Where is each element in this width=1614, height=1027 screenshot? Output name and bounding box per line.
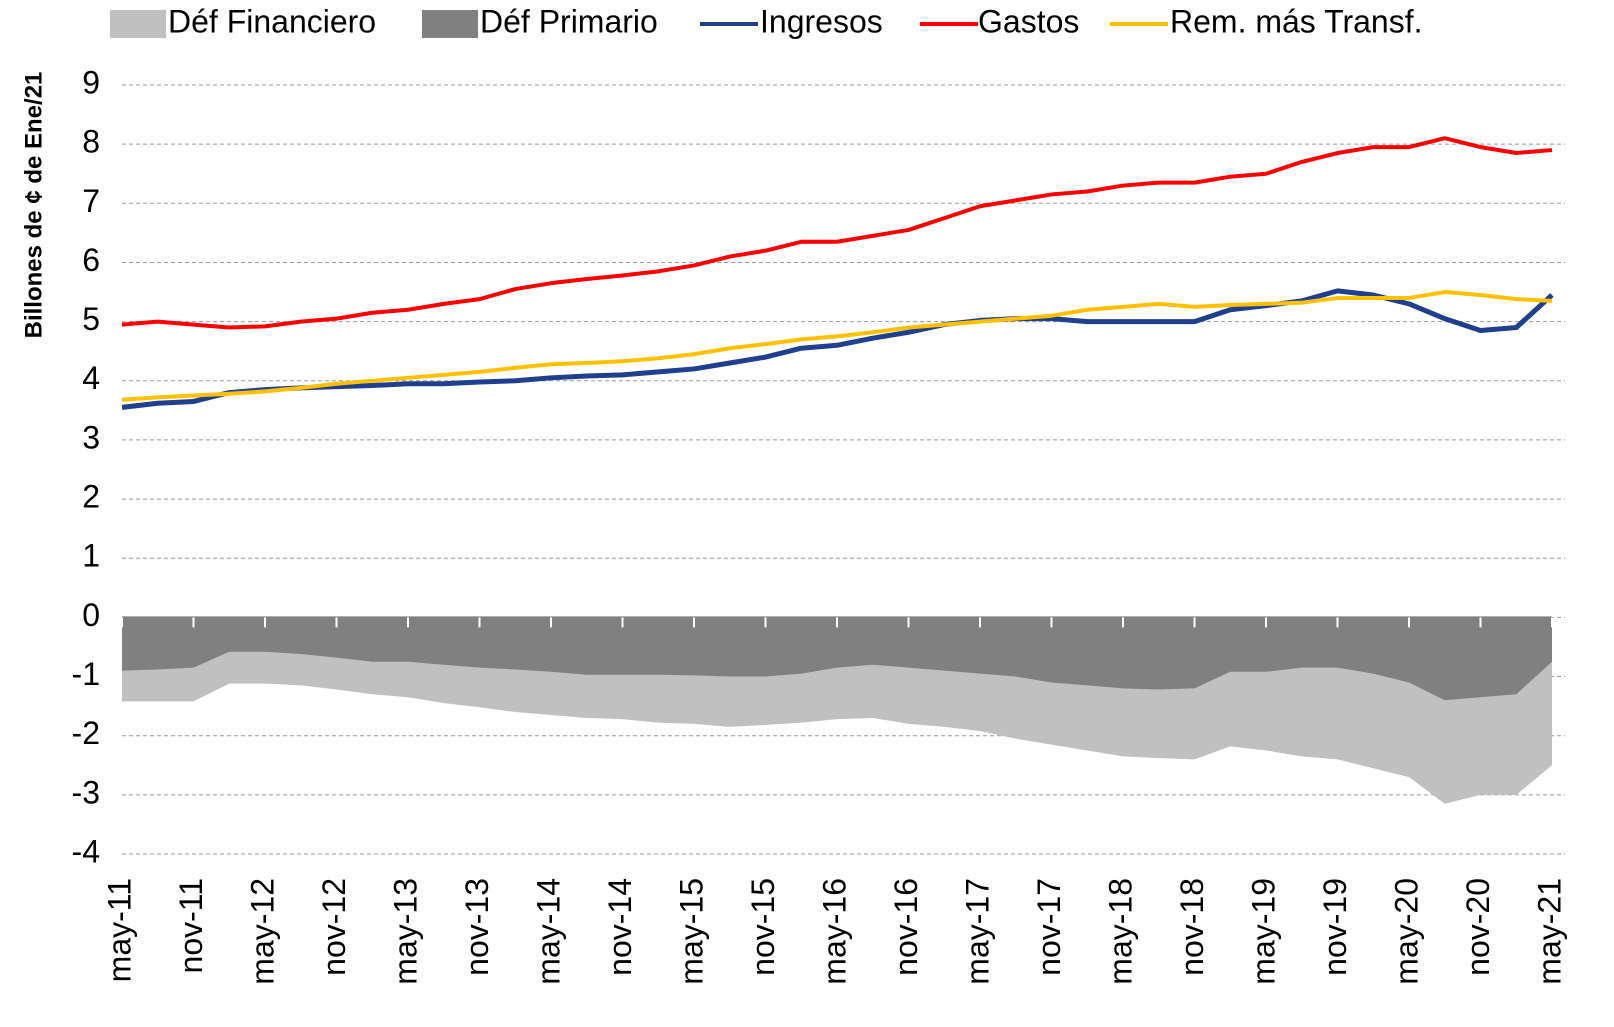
- x-tick-label: nov-15: [745, 878, 781, 976]
- line: [121, 288, 1554, 410]
- x-tick-label: may-19: [1245, 878, 1281, 985]
- legend-swatch: [422, 10, 478, 38]
- x-tick-label: nov-16: [888, 878, 924, 976]
- x-tick-label: may-11: [101, 878, 137, 982]
- y-tick-label: -2: [72, 715, 100, 751]
- legend-label: Déf Primario: [480, 3, 658, 39]
- x-tick-label: may-17: [959, 878, 995, 985]
- y-axis-label: Billones de ¢ de Ene/21: [20, 72, 47, 339]
- x-tick-label: may-12: [244, 878, 280, 985]
- legend-label: Rem. más Transf.: [1170, 3, 1423, 39]
- x-tick-label: nov-12: [316, 878, 352, 976]
- x-tick-label: may-15: [673, 878, 709, 985]
- x-tick-label: nov-17: [1031, 878, 1067, 976]
- legend-label: Ingresos: [760, 3, 883, 39]
- x-tick-label: nov-20: [1460, 878, 1496, 976]
- y-tick-label: 0: [82, 597, 100, 633]
- line: [121, 136, 1553, 330]
- area: [122, 617, 1552, 701]
- legend-label: Gastos: [978, 3, 1079, 39]
- y-tick-label: -4: [72, 833, 100, 869]
- x-tick-label: nov-13: [459, 878, 495, 976]
- line: [121, 290, 1553, 402]
- y-tick-label: -3: [72, 774, 100, 810]
- x-tick-label: nov-19: [1317, 878, 1353, 976]
- x-tick-label: may-21: [1531, 878, 1567, 985]
- x-tick-label: may-13: [387, 878, 423, 985]
- y-tick-label: 3: [82, 419, 100, 455]
- legend-label: Déf Financiero: [168, 3, 376, 39]
- y-tick-label: -1: [72, 656, 100, 692]
- x-tick-label: may-18: [1102, 878, 1138, 985]
- y-tick-label: 1: [82, 538, 100, 574]
- x-tick-label: nov-11: [173, 878, 209, 973]
- y-tick-label: 7: [82, 183, 100, 219]
- x-tick-label: nov-18: [1174, 878, 1210, 976]
- x-tick-label: may-14: [530, 878, 566, 985]
- legend-swatch: [110, 10, 166, 38]
- x-tick-label: may-16: [816, 878, 852, 985]
- y-tick-label: 4: [82, 360, 100, 396]
- y-tick-label: 6: [82, 242, 100, 278]
- y-tick-label: 8: [82, 124, 100, 160]
- y-tick-label: 9: [82, 64, 100, 100]
- y-tick-label: 2: [82, 479, 100, 515]
- x-tick-label: may-20: [1388, 878, 1424, 985]
- y-tick-label: 5: [82, 301, 100, 337]
- x-tick-label: nov-14: [602, 878, 638, 976]
